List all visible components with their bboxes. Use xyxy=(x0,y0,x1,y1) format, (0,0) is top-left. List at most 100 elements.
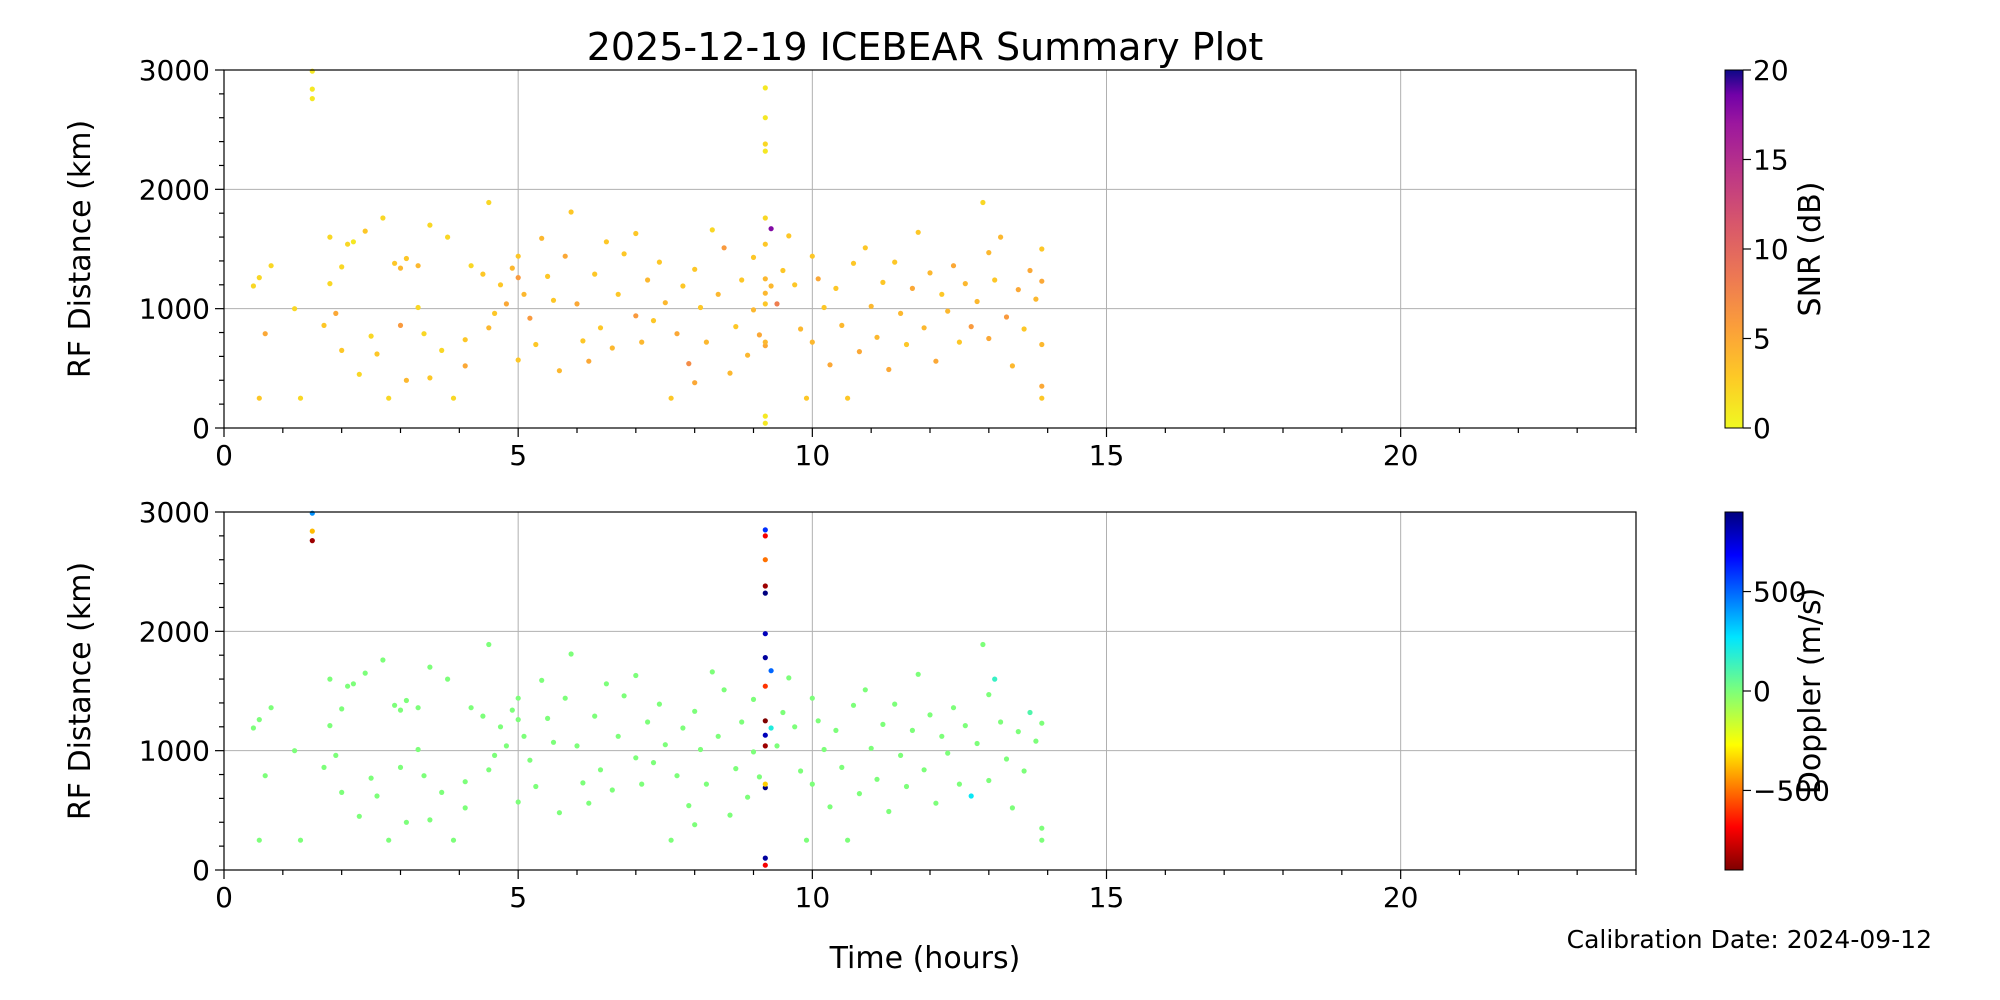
data-point xyxy=(962,281,968,287)
data-point xyxy=(645,277,651,283)
data-point xyxy=(439,347,445,353)
y-axis-label: RF Distance (km) xyxy=(63,120,98,378)
data-point xyxy=(809,339,815,345)
data-point xyxy=(762,290,768,296)
data-point xyxy=(762,215,768,221)
x-tick-label: 20 xyxy=(1383,439,1419,472)
colorbar-tick-label: 0 xyxy=(1753,412,1771,445)
data-point xyxy=(533,341,539,348)
data-point xyxy=(415,263,421,269)
data-point xyxy=(662,742,668,748)
data-point xyxy=(809,781,815,787)
data-point xyxy=(768,668,774,674)
data-point xyxy=(603,239,610,245)
data-point xyxy=(680,725,686,731)
data-point xyxy=(468,705,474,711)
data-point xyxy=(745,794,751,800)
data-point xyxy=(368,333,374,339)
x-tick-label: 10 xyxy=(795,439,831,472)
data-point xyxy=(550,297,557,303)
data-point xyxy=(339,264,345,270)
data-point xyxy=(468,263,474,269)
data-point xyxy=(762,533,768,539)
data-point xyxy=(356,813,362,819)
colorbar-tick-label: 500 xyxy=(1753,576,1806,609)
data-point xyxy=(992,277,998,283)
data-point xyxy=(1015,729,1021,735)
x-tick-label: 10 xyxy=(795,881,831,914)
data-point xyxy=(397,322,404,328)
data-point xyxy=(986,250,992,256)
data-point xyxy=(262,773,268,779)
data-point xyxy=(939,291,945,297)
data-point xyxy=(956,781,963,787)
data-point xyxy=(962,723,968,729)
data-point xyxy=(1033,296,1039,302)
data-point xyxy=(450,837,457,843)
data-point xyxy=(968,324,974,330)
data-point xyxy=(321,764,327,771)
data-point xyxy=(892,701,898,707)
data-point xyxy=(821,304,827,311)
data-point xyxy=(403,377,409,383)
data-point xyxy=(339,706,345,712)
data-point xyxy=(927,712,933,718)
data-point xyxy=(921,325,927,331)
data-point xyxy=(762,655,768,661)
colorbar-label: SNR (dB) xyxy=(1793,182,1828,317)
data-point xyxy=(939,733,945,739)
data-point xyxy=(462,363,468,369)
data-point xyxy=(815,276,821,282)
data-point xyxy=(309,96,315,102)
data-point xyxy=(909,285,916,291)
data-point xyxy=(350,239,356,245)
data-point xyxy=(721,687,727,693)
data-point xyxy=(868,303,874,309)
data-point xyxy=(833,727,839,734)
data-point xyxy=(633,755,639,761)
data-point xyxy=(480,713,486,719)
data-point xyxy=(427,222,433,228)
data-point xyxy=(1009,363,1016,369)
y-tick-label: 2000 xyxy=(139,615,210,648)
data-point xyxy=(556,368,563,374)
data-point xyxy=(392,260,398,266)
data-point xyxy=(327,676,333,682)
data-point xyxy=(898,310,904,316)
data-point xyxy=(645,719,651,725)
data-point xyxy=(662,300,668,306)
data-point xyxy=(539,677,545,683)
data-point xyxy=(762,785,768,791)
data-point xyxy=(998,234,1004,240)
colorbar-tick-label: 20 xyxy=(1753,54,1789,87)
data-point xyxy=(333,752,339,759)
data-point xyxy=(545,715,551,722)
data-point xyxy=(733,324,739,330)
data-point xyxy=(709,669,715,675)
data-point xyxy=(339,789,345,796)
data-point xyxy=(750,254,757,260)
data-point xyxy=(733,766,739,772)
x-tick-label: 5 xyxy=(509,439,527,472)
data-point xyxy=(1009,805,1016,811)
data-point xyxy=(697,304,704,311)
data-point xyxy=(862,687,868,693)
data-point xyxy=(762,862,768,868)
data-point xyxy=(715,291,721,297)
data-point xyxy=(809,695,815,701)
data-point xyxy=(427,375,433,381)
data-point xyxy=(1033,738,1039,744)
data-point xyxy=(592,271,598,277)
data-point xyxy=(556,810,563,816)
data-point xyxy=(756,332,763,338)
data-point xyxy=(933,358,939,364)
data-point xyxy=(445,676,451,682)
data-point xyxy=(756,774,763,780)
data-point xyxy=(692,708,698,714)
data-point xyxy=(397,707,404,713)
data-point xyxy=(421,773,427,779)
data-point xyxy=(633,313,639,319)
data-point xyxy=(815,718,821,724)
data-point xyxy=(492,752,498,759)
data-point xyxy=(827,362,833,368)
